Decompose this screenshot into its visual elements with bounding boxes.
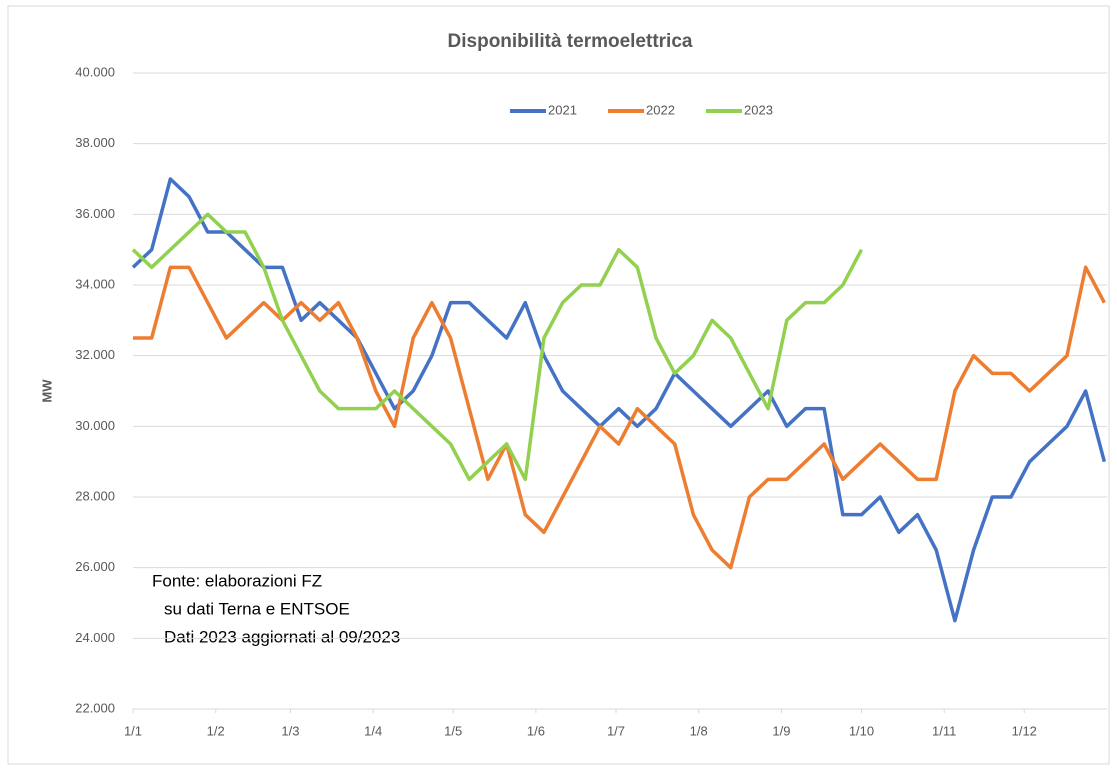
y-tick-label: 34.000	[75, 276, 115, 291]
y-tick-label: 28.000	[75, 488, 115, 503]
y-tick-label: 26.000	[75, 559, 115, 574]
chart-title: Disponibilità termoelettrica	[448, 31, 693, 52]
y-tick-label: 38.000	[75, 135, 115, 150]
legend-label: 2023	[744, 102, 773, 117]
series-line	[131, 212, 864, 482]
y-tick-label: 24.000	[75, 630, 115, 645]
x-tick-label: 1/1	[124, 723, 142, 738]
y-tick-label: 36.000	[75, 206, 115, 221]
x-tick-label: 1/4	[364, 723, 382, 738]
y-axis-label: MW	[39, 379, 54, 403]
series-line	[131, 177, 1107, 623]
series-line	[133, 265, 1106, 570]
annotation: su dati Terna e ENTSOE	[164, 599, 350, 618]
x-tick-label: 1/2	[207, 723, 225, 738]
y-tick-label: 32.000	[75, 347, 115, 362]
annotation: Fonte: elaborazioni FZ	[152, 571, 322, 590]
x-tick-label: 1/11	[932, 723, 956, 738]
x-tick-label: 1/3	[281, 723, 299, 738]
y-tick-label: 30.000	[75, 418, 115, 433]
y-tick-label: 22.000	[75, 700, 115, 715]
annotation: Dati 2023 aggiornati al 09/2023	[164, 627, 400, 646]
x-tick-label: 1/9	[772, 723, 790, 738]
x-tick-label: 1/6	[527, 723, 545, 738]
x-tick-label: 1/12	[1012, 723, 1037, 738]
legend-label: 2021	[548, 102, 577, 117]
x-tick-label: 1/8	[690, 723, 708, 738]
x-tick-label: 1/10	[849, 723, 874, 738]
x-tick-label: 1/7	[607, 723, 625, 738]
x-tick-label: 1/5	[444, 723, 462, 738]
legend-label: 2022	[646, 102, 675, 117]
y-tick-label: 40.000	[75, 64, 115, 79]
